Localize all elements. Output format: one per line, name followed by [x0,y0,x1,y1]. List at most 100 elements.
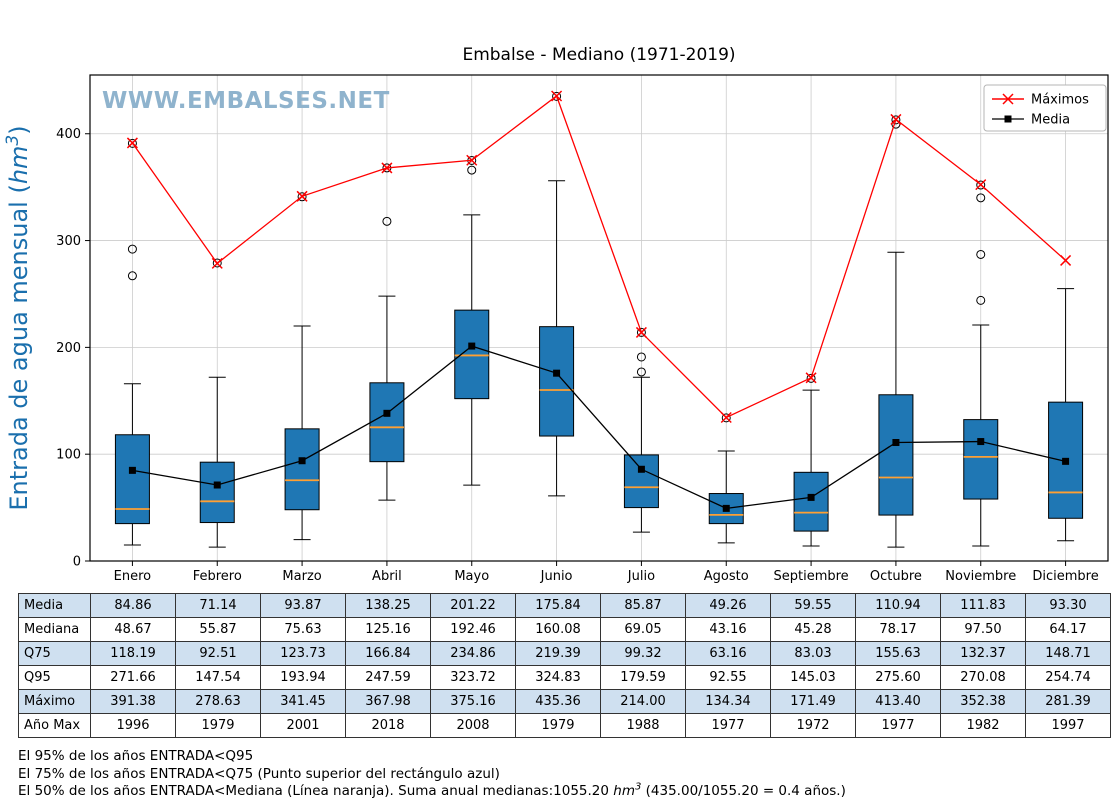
boxplot-noviembre [963,180,999,547]
box-marzo [284,428,320,511]
table-cell: 155.63 [855,641,941,666]
outlier-marker [127,271,137,281]
plot-border [89,74,1109,562]
table-cell: 45.28 [770,617,856,642]
table-cell: 352.38 [940,689,1026,714]
stats-table: Media 84.86 71.14 93.87 138.25 201.22 175.84 85… [18,593,1111,738]
legend: Máximos Media [983,84,1107,132]
x-marker [975,179,987,191]
box-enero [114,434,150,525]
x-marker [1060,254,1072,266]
boxplot-febrero [199,258,235,548]
row-label: Mediana [18,617,91,642]
x-tick-label: Junio [540,569,573,584]
y-tick-label: 400 [56,127,81,142]
table-cell: 92.51 [175,641,261,666]
axis-ticks-labels: 0 100 200 300 400 Enero Febrero Marzo Abril Mayo J… [56,127,1099,584]
x-tick-label: Agosto [704,569,749,584]
table-cell: 2018 [345,713,431,738]
footnotes: El 95% de los años ENTRADA<Q95 El 75% de… [18,748,846,801]
x-marker [381,162,393,174]
outlier-marker [636,367,646,377]
table-cell: 147.54 [175,665,261,690]
row-label: Año Max [18,713,91,738]
square-marker [977,438,985,446]
x-marker [635,326,647,338]
table-cell: 413.40 [855,689,941,714]
outlier-marker [552,91,562,101]
y-tick-label: 300 [56,234,81,249]
table-cell: 367.98 [345,689,431,714]
table-cell: 75.63 [260,617,346,642]
box-octubre [878,394,914,516]
outlier-marker [127,244,137,254]
row-label: Media [18,593,91,618]
legend-media-square-marker [1004,115,1012,123]
outlier-marker [297,192,307,202]
table-cell: 93.30 [1025,593,1111,618]
table-cell: 435.36 [515,689,601,714]
square-marker [892,439,900,447]
table-cell: 49.26 [685,593,771,618]
table-cell: 78.17 [855,617,941,642]
square-marker [553,369,561,377]
square-marker [213,481,221,489]
table-cell: 83.03 [770,641,856,666]
table-cell: 270.08 [940,665,1026,690]
table-cell: 201.22 [430,593,516,618]
table-cell: 234.86 [430,641,516,666]
x-tick-label: Febrero [193,569,242,584]
x-marker [466,154,478,166]
table-cell: 55.87 [175,617,261,642]
table-cell: 93.87 [260,593,346,618]
x-marker [551,90,563,102]
table-cell: 111.83 [940,593,1026,618]
legend-label-media: Media [1031,113,1070,128]
x-tick-label: Septiembre [773,569,848,584]
outlier-marker [976,180,986,190]
table-cell: 64.17 [1025,617,1111,642]
table-row-media: Media 84.86 71.14 93.87 138.25 201.22 175.84 85… [18,593,1111,618]
y-tick-label: 100 [56,448,81,463]
outlier-marker [636,352,646,362]
footer-line-mediana-suffix: (435.00/1055.20 = 0.4 años.) [641,783,846,799]
outlier-marker [127,138,137,148]
table-cell: 110.94 [855,593,941,618]
square-marker [807,493,815,501]
y-axis-label: Entrada de agua mensual (hm3) [3,125,33,510]
x-marker [805,372,817,384]
x-marker [126,137,138,149]
row-label: Máximo [18,689,91,714]
table-cell: 59.55 [770,593,856,618]
box-julio [623,454,659,509]
square-marker [637,465,645,473]
table-cell: 1972 [770,713,856,738]
table-cell: 99.32 [600,641,686,666]
boxplot-julio [623,327,659,533]
table-cell: 271.66 [90,665,176,690]
table-cell: 175.84 [515,593,601,618]
y-tick-label: 200 [56,341,81,356]
table-cell: 118.19 [90,641,176,666]
table-cell: 1977 [685,713,771,738]
table-row-mediana: Mediana 48.67 55.87 75.63 125.16 192.46 160.08… [18,617,1111,642]
table-cell: 192.46 [430,617,516,642]
square-marker [722,504,730,512]
footer-line-q75: El 75% de los años ENTRADA<Q75 (Punto su… [18,765,500,782]
table-cell: 132.37 [940,641,1026,666]
table-cell: 138.25 [345,593,431,618]
footer-line-mediana: El 50% de los años ENTRADA<Mediana (Líne… [18,782,846,801]
table-cell: 92.55 [685,665,771,690]
boxplot-junio [539,91,575,497]
square-marker [298,457,306,465]
table-row-q95: Q95 271.66 147.54 193.94 247.59 323.72 324.83 1… [18,665,1111,690]
outlier-marker [976,295,986,305]
outlier-marker [806,373,816,383]
maximos-line [126,90,1072,424]
table-cell: 179.59 [600,665,686,690]
table-row-máximo: Máximo 391.38 278.63 341.45 367.98 375.16 435.… [18,689,1111,714]
legend-maximos-x-marker [1002,93,1014,105]
watermark: WWW.EMBALSES.NET [102,88,390,114]
table-cell: 48.67 [90,617,176,642]
